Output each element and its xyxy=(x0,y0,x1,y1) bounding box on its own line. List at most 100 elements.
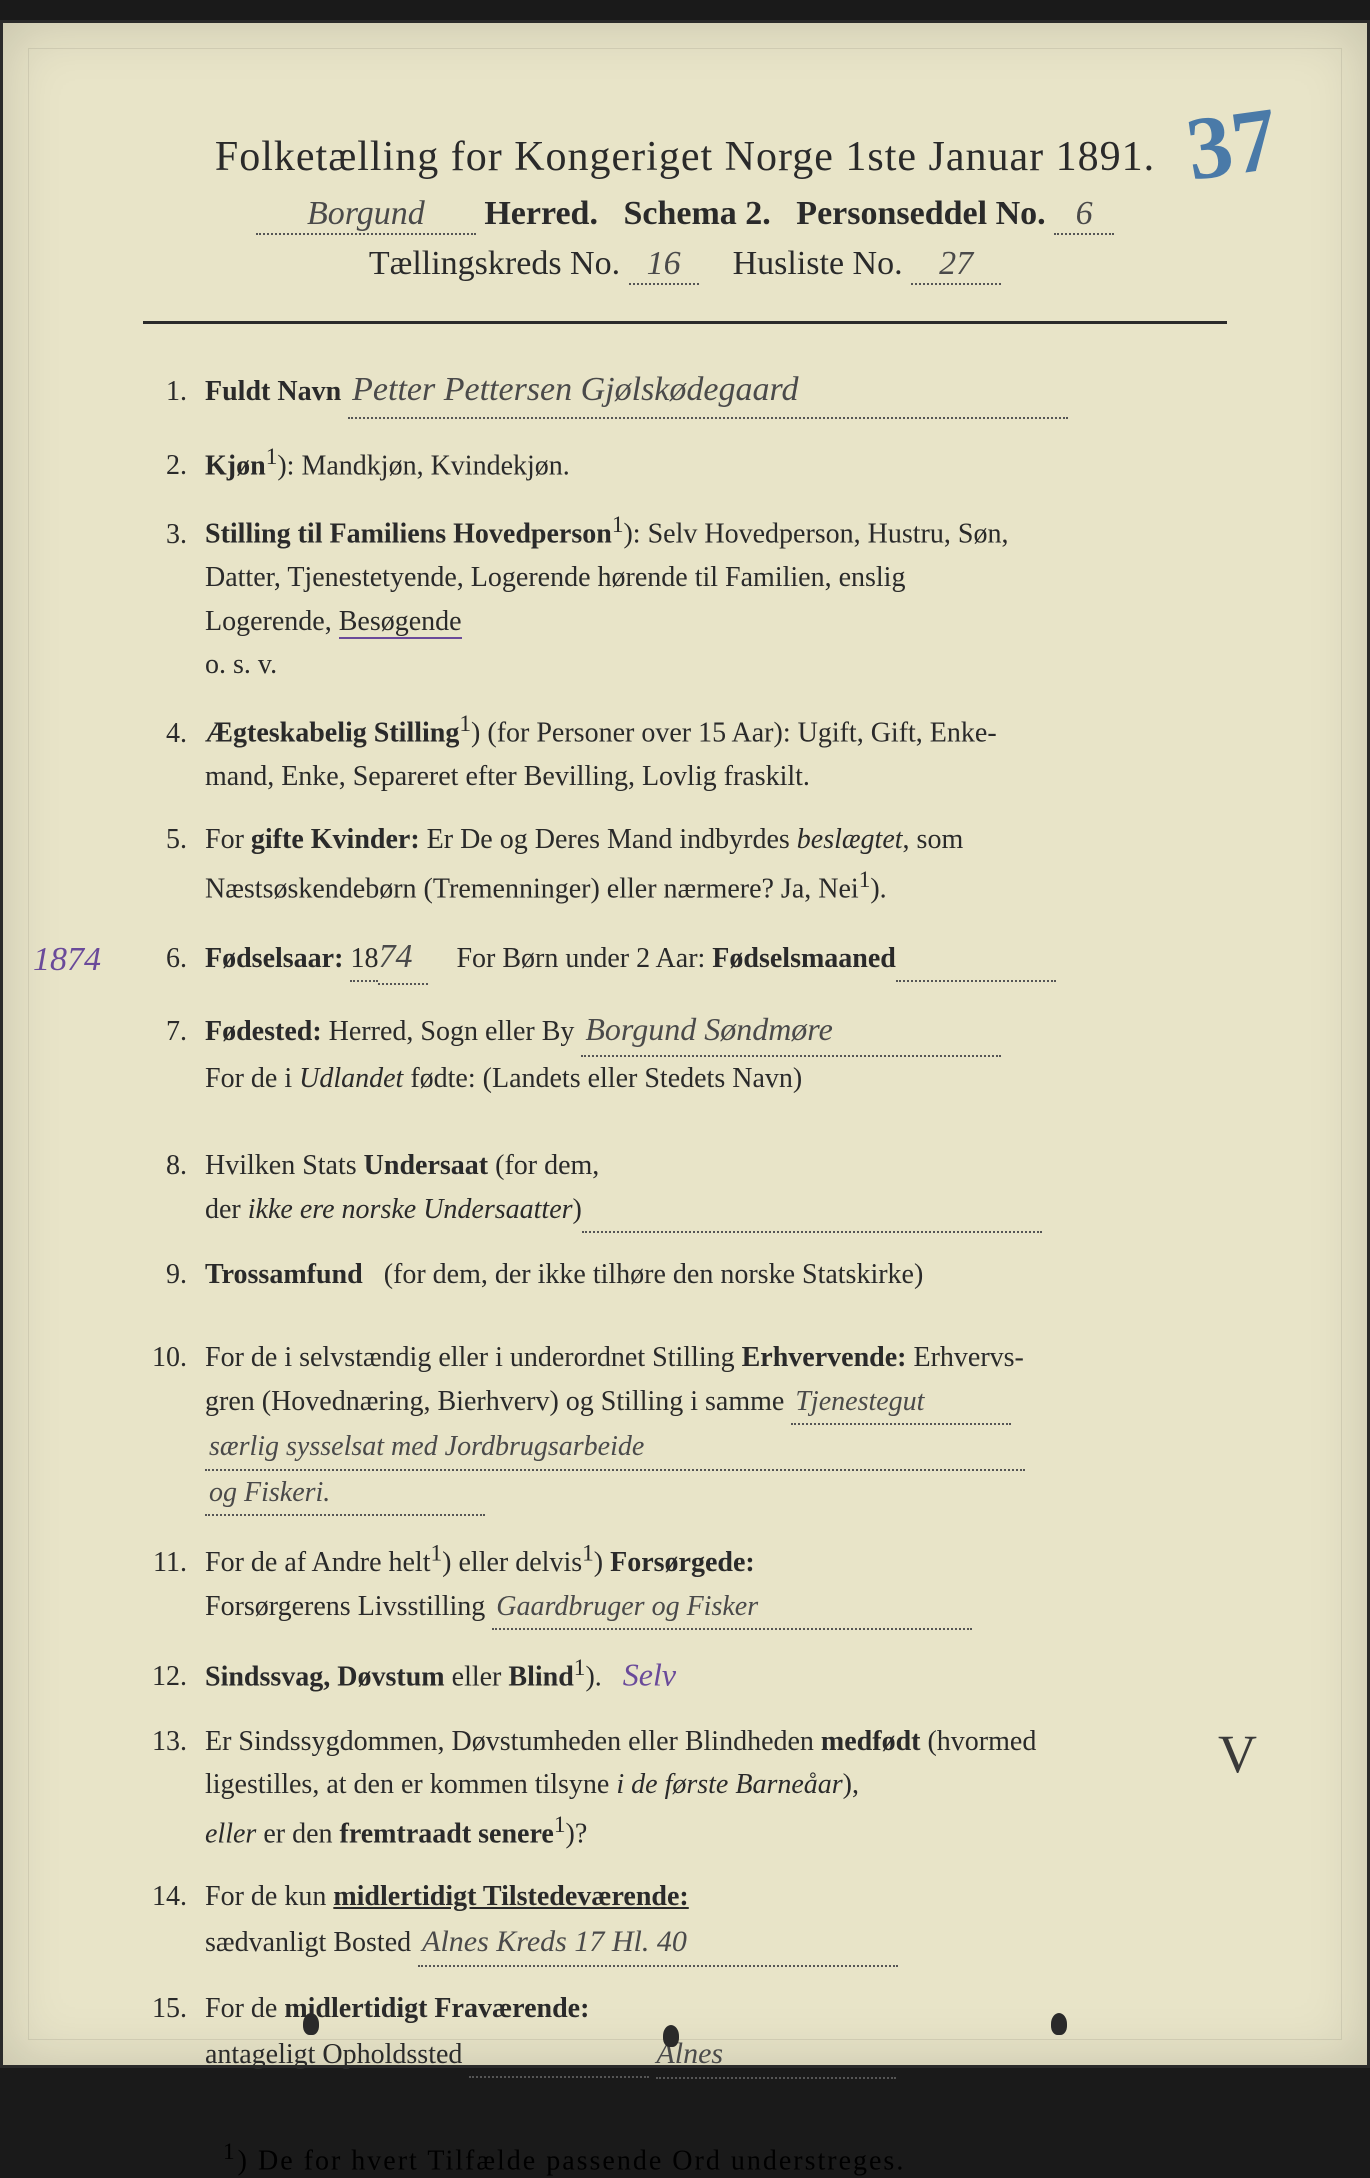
footnote-text: ) De for hvert Tilfælde passende Ord und… xyxy=(238,2146,906,2177)
form-title: Folketælling for Kongeriget Norge 1ste J… xyxy=(143,133,1227,181)
sup: 1 xyxy=(554,1812,566,1838)
item-13-line1: ligestilles, at den er kommen tilsyne i … xyxy=(205,1769,859,1800)
paper-tear-icon xyxy=(303,2013,319,2035)
item-13-line2: eller er den fremtraadt senere xyxy=(205,1818,554,1849)
item-12-fill: Selv xyxy=(623,1656,676,1692)
item-2-label: Kjøn xyxy=(205,450,266,481)
item-number: 15. xyxy=(143,1987,205,2030)
husliste-label: Husliste No. xyxy=(733,245,903,282)
header-rule xyxy=(143,321,1227,324)
item-3-line1: Datter, Tjenestetyende, Logerende hørend… xyxy=(205,562,905,593)
item-8-line1: der ikke ere norske Undersaatter) xyxy=(205,1194,582,1225)
item-4: 4. Ægteskabelig Stilling1) (for Personer… xyxy=(143,706,1227,798)
item-number: 14. xyxy=(143,1875,205,1918)
item-14: 14. For de kun midlertidigt Tilstedevære… xyxy=(143,1875,1227,1967)
item-11: 11. For de af Andre helt1) eller delvis1… xyxy=(143,1536,1227,1630)
item-12-label: Sindssvag, Døvstum xyxy=(205,1661,445,1692)
margin-year-note: 1874 xyxy=(33,941,101,979)
corner-page-number: 37 xyxy=(1180,87,1283,202)
item-11-fill: Gaardbruger og Fisker xyxy=(492,1585,972,1630)
item-4-line1: mand, Enke, Separeret efter Bevilling, L… xyxy=(205,761,810,792)
item-6: 6. Fødselsaar: 1874 For Børn under 2 Aar… xyxy=(143,931,1227,986)
item-number: 3. xyxy=(143,513,205,556)
herred-fill: Borgund xyxy=(256,195,476,235)
blank-dots xyxy=(582,1188,1042,1233)
item-15-fill: Alnes xyxy=(656,2031,896,2080)
item-7-label: Fødested: xyxy=(205,1016,322,1047)
item-3-line3: o. s. v. xyxy=(205,649,277,680)
husliste-fill: 27 xyxy=(911,245,1001,285)
item-3: 3. Stilling til Familiens Hovedperson1):… xyxy=(143,507,1227,686)
item-number: 8. xyxy=(143,1144,205,1187)
personseddel-label: Personseddel No. xyxy=(796,195,1045,232)
item-14-line1: For de kun midlertidigt Tilstedeværende: xyxy=(205,1881,689,1912)
item-number: 11. xyxy=(143,1541,205,1584)
sup: 1 xyxy=(459,711,471,737)
item-13: 13. Er Sindssygdommen, Døvstumheden elle… xyxy=(143,1720,1227,1856)
item-12: 12. Sindssvag, Døvstum eller Blind1). Se… xyxy=(143,1650,1227,1700)
checkmark: V xyxy=(1218,1723,1257,1785)
item-10-fill2: og Fiskeri. xyxy=(205,1471,485,1516)
item-4-label: Ægteskabelig Stilling xyxy=(205,718,459,749)
item-2: 2. Kjøn1): Mandkjøn, Kvindekjøn. xyxy=(143,439,1227,488)
item-number: 1. xyxy=(143,370,205,413)
item-6-label: Fødselsaar: xyxy=(205,943,343,974)
item-14-line2label: sædvanligt Bosted xyxy=(205,1927,411,1958)
item-7-line2: For de i Udlandet fødte: (Landets eller … xyxy=(205,1063,802,1094)
item-15-line1: For de midlertidigt Fraværende: xyxy=(205,1993,589,2024)
year-prefix: 18 xyxy=(350,937,378,982)
kreds-fill: 16 xyxy=(629,245,699,285)
item-6-label2: Fødselsmaaned xyxy=(712,943,896,974)
item-14-fill: Alnes Kreds 17 Hl. 40 xyxy=(418,1919,898,1968)
item-10-fill0: Tjenestegut xyxy=(791,1380,1011,1425)
item-11-line0: For de af Andre helt1) eller delvis1) Fo… xyxy=(205,1547,755,1578)
footnote: 1) De for hvert Tilfælde passende Ord un… xyxy=(143,2139,1227,2177)
census-form-page: 37 Folketælling for Kongeriget Norge 1st… xyxy=(0,20,1370,2068)
item-number: 2. xyxy=(143,444,205,487)
item-5-line0: For gifte Kvinder: Er De og Deres Mand i… xyxy=(205,824,963,855)
item-10: 10. For de i selvstændig eller i underor… xyxy=(143,1336,1227,1516)
item-8: 8. Hvilken Stats Undersaat (for dem, der… xyxy=(143,1144,1227,1233)
item-4-line0: ) (for Personer over 15 Aar): Ugift, Gif… xyxy=(471,718,997,749)
paper-tear-icon xyxy=(663,2025,679,2047)
item-3-label: Stilling til Familiens Hovedperson xyxy=(205,519,612,550)
item-9-label: Trossamfund xyxy=(205,1259,363,1290)
item-2-rest: ): Mandkjøn, Kvindekjøn. xyxy=(277,450,569,481)
item-7: 7. Fødested: Herred, Sogn eller By Borgu… xyxy=(143,1005,1227,1100)
item-number: 10. xyxy=(143,1336,205,1379)
item-7-fill: Borgund Søndmøre xyxy=(581,1005,1001,1057)
item-number: 12. xyxy=(143,1655,205,1698)
item-13-line0: Er Sindssygdommen, Døvstumheden eller Bl… xyxy=(205,1726,1036,1757)
spacer xyxy=(143,1316,1227,1336)
item-5-line1: Næstsøskendebørn (Tremenninger) eller næ… xyxy=(205,873,859,904)
item-12-rest: eller xyxy=(452,1661,502,1692)
personseddel-fill: 6 xyxy=(1054,195,1114,235)
item-number: 13. xyxy=(143,1720,205,1763)
paper-tear-icon xyxy=(1051,2013,1067,2035)
herred-label: Herred. xyxy=(484,195,598,232)
sup: 1 xyxy=(612,512,624,538)
item-1-fill: Petter Pettersen Gjølskødegaard xyxy=(348,364,1068,419)
item-number: 7. xyxy=(143,1010,205,1053)
item-3-line0: ): Selv Hovedperson, Hustru, Søn, xyxy=(623,519,1008,550)
item-1-label: Fuldt Navn xyxy=(205,376,341,407)
schema-label: Schema 2. xyxy=(623,195,770,232)
blank-dots xyxy=(469,2033,649,2078)
item-12-label2: Blind xyxy=(508,1661,573,1692)
item-3-line2: Logerende, Besøgende xyxy=(205,606,462,639)
header-line-3: Tællingskreds No. 16 Husliste No. 27 xyxy=(143,245,1227,285)
sup: 1 xyxy=(223,2139,238,2165)
item-1: 1. Fuldt Navn Petter Pettersen Gjølskøde… xyxy=(143,364,1227,419)
item-5: 5. For gifte Kvinder: Er De og Deres Man… xyxy=(143,818,1227,910)
item-10-line1: gren (Hovednæring, Bierhverv) og Stillin… xyxy=(205,1386,784,1417)
spacer xyxy=(143,1120,1227,1144)
item-number: 5. xyxy=(143,818,205,861)
item-9-rest: (for dem, der ikke tilhøre den norske St… xyxy=(384,1259,924,1290)
blank-dots xyxy=(896,937,1056,982)
item-7-rest: Herred, Sogn eller By xyxy=(329,1016,575,1047)
item-8-line0: Hvilken Stats Undersaat (for dem, xyxy=(205,1150,599,1181)
item-10-line0: For de i selvstændig eller i underordnet… xyxy=(205,1342,1024,1373)
kreds-label: Tællingskreds No. xyxy=(369,245,620,282)
item-number: 4. xyxy=(143,712,205,755)
item-11-line2label: Forsørgerens Livsstilling xyxy=(205,1591,485,1622)
